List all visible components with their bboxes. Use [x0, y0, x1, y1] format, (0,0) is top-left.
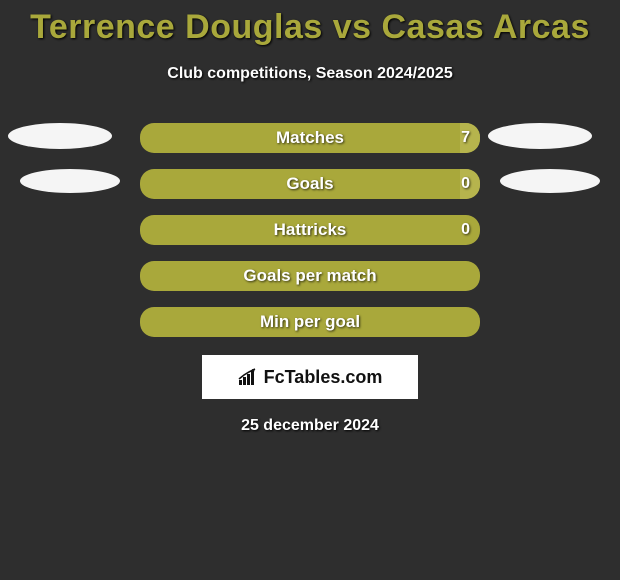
bar-track: Matches7: [140, 123, 480, 153]
stat-row: Min per goal: [0, 307, 620, 337]
bar-track: Min per goal: [140, 307, 480, 337]
logo: FcTables.com: [238, 367, 383, 388]
logo-text: FcTables.com: [264, 367, 383, 388]
player-marker-ellipse: [20, 169, 120, 193]
date-text: 25 december 2024: [0, 417, 620, 435]
player-marker-ellipse: [500, 169, 600, 193]
logo-box[interactable]: FcTables.com: [202, 355, 418, 399]
player-marker-ellipse: [8, 123, 112, 149]
bar-label: Min per goal: [140, 307, 480, 337]
stat-row: Hattricks0: [0, 215, 620, 245]
bar-label: Goals: [140, 169, 480, 199]
comparison-chart: Matches7Goals0Hattricks0Goals per matchM…: [0, 123, 620, 337]
value-right: 7: [461, 123, 470, 153]
bar-track: Goals per match: [140, 261, 480, 291]
page-title: Terrence Douglas vs Casas Arcas: [0, 0, 620, 47]
bar-track: Goals0: [140, 169, 480, 199]
stat-row: Goals per match: [0, 261, 620, 291]
value-right: 0: [461, 215, 470, 245]
bar-track: Hattricks0: [140, 215, 480, 245]
bar-chart-icon: [238, 368, 260, 386]
bar-label: Matches: [140, 123, 480, 153]
value-right: 0: [461, 169, 470, 199]
bar-label: Hattricks: [140, 215, 480, 245]
player-marker-ellipse: [488, 123, 592, 149]
bar-label: Goals per match: [140, 261, 480, 291]
subtitle: Club competitions, Season 2024/2025: [0, 65, 620, 83]
